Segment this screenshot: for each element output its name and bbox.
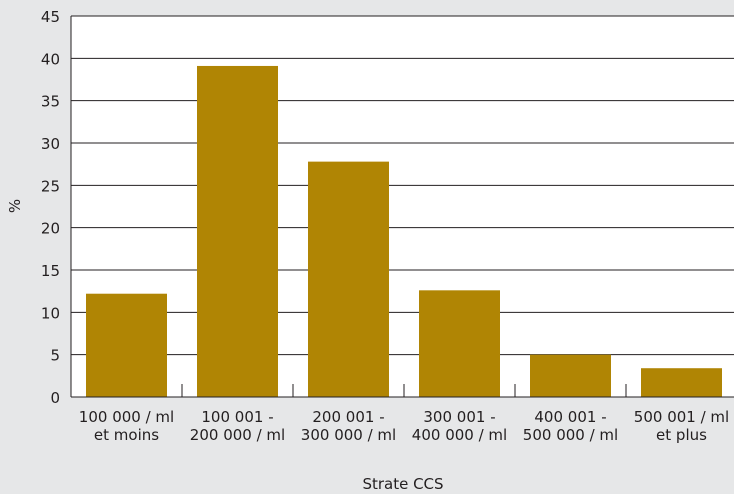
x-tick-label-line: 200 000 / ml: [190, 426, 285, 444]
y-tick-label: 5: [50, 347, 60, 365]
axes: [70, 16, 734, 398]
y-tick-label: 45: [41, 8, 60, 26]
x-tick-label-line: 400 000 / ml: [412, 426, 507, 444]
gridlines: [71, 15, 734, 356]
y-tick-label: 0: [50, 389, 60, 407]
bar: [641, 368, 722, 397]
x-tick-label-line: et moins: [94, 426, 159, 444]
bar: [419, 290, 500, 397]
y-tick-labels: 0 5 10 15 20 25 30 35 40 45: [41, 8, 60, 407]
x-tick-label: 300 001 -400 000 / ml: [412, 408, 507, 444]
x-tick-label-line: 100 000 / ml: [79, 408, 174, 426]
y-axis-label: %: [6, 199, 24, 213]
x-tick-label-line: et plus: [656, 426, 707, 444]
bar: [308, 161, 389, 397]
bar: [86, 293, 167, 397]
x-tick-label-line: 500 000 / ml: [523, 426, 618, 444]
x-tick-label-line: 400 001 -: [534, 408, 606, 426]
x-tick-label-line: 100 001 -: [201, 408, 273, 426]
x-tick-label-line: 200 001 -: [312, 408, 384, 426]
y-tick-label: 35: [41, 93, 60, 111]
x-tick-label-line: 300 000 / ml: [301, 426, 396, 444]
x-tick-label: 400 001 -500 000 / ml: [523, 408, 618, 444]
y-tick-label: 30: [41, 135, 60, 153]
x-tick-label: 200 001 -300 000 / ml: [301, 408, 396, 444]
x-tick-labels: 100 000 / ml et moins 100 001 -200 000 / m…: [79, 408, 729, 444]
plot-area: [71, 16, 734, 397]
x-axis-label: Strate CCS: [362, 475, 443, 493]
y-tick-label: 10: [41, 304, 60, 322]
bar: [530, 354, 611, 397]
y-tick-label: 40: [41, 50, 60, 68]
bar: [197, 65, 278, 397]
x-tick-label: 100 000 / ml et moins: [79, 408, 174, 444]
x-tick-label-line: 300 001 -: [423, 408, 495, 426]
bars: [86, 65, 722, 397]
y-tick-label: 20: [41, 220, 60, 238]
y-tick-label: 25: [41, 177, 60, 195]
y-tick-label: 15: [41, 262, 60, 280]
x-tick-label: 100 001 -200 000 / ml: [190, 408, 285, 444]
x-tick-label-line: 500 001 / ml: [634, 408, 729, 426]
x-tick-label: 500 001 / ml et plus: [634, 408, 729, 444]
